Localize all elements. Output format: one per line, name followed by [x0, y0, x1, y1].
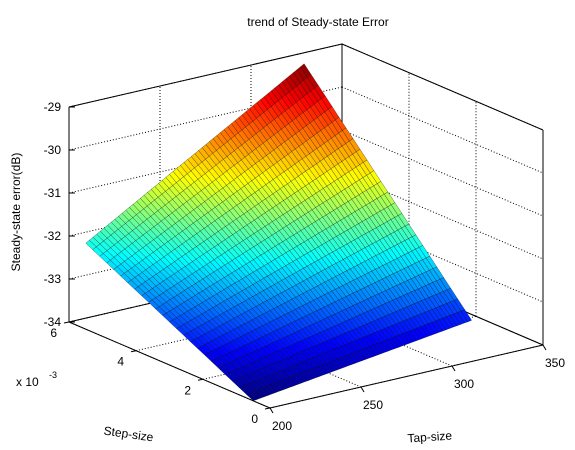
y-axis-label: Step-size	[103, 424, 155, 445]
x-tick	[269, 407, 274, 414]
y-tick-label: 2	[184, 383, 191, 397]
chart-title: trend of Steady-state Error	[247, 15, 388, 29]
surface-patch	[460, 309, 472, 323]
y-exponent-base: x 10	[16, 375, 39, 389]
y-exponent-power: -3	[49, 370, 57, 380]
y-tick	[130, 350, 137, 353]
y-axis-line	[68, 321, 271, 409]
x-tick	[360, 386, 365, 393]
x-axis-label: Tap-size	[407, 428, 453, 445]
x-tick-label: 300	[454, 377, 474, 391]
y-tick-label: 6	[50, 326, 57, 340]
z-axis-label: Steady-state error(dB)	[9, 153, 23, 272]
x-tick	[542, 344, 547, 351]
y-tick-label: 0	[251, 412, 258, 426]
surface-plot	[85, 63, 472, 402]
z-tick-label: -34	[44, 315, 62, 329]
y-tick	[264, 407, 271, 410]
tick-labels: 200 250 300 350 0 2 4 6-34 -33 -32 -31 -30 -29	[44, 100, 566, 433]
sidewall-grid-z	[341, 129, 544, 217]
floor-grid-x	[250, 279, 453, 367]
z-tick-label: -33	[44, 272, 62, 286]
x-tick-label: 250	[363, 398, 383, 412]
z-tick-label: -29	[44, 100, 62, 114]
x-tick	[451, 365, 456, 372]
y-tick-label: 4	[117, 355, 124, 369]
back-top-edge	[68, 43, 343, 108]
floor-grid-x	[341, 258, 544, 346]
z-tick-label: -30	[44, 143, 62, 157]
z-tick-label: -31	[44, 186, 62, 200]
x-tick-label: 200	[272, 419, 292, 433]
z-tick-label: -32	[44, 229, 62, 243]
y-tick	[63, 321, 70, 324]
sidewall-grid-z	[341, 86, 544, 174]
y-tick	[197, 378, 204, 381]
right-top-edge	[341, 43, 544, 131]
sidewall-grid-z	[341, 43, 544, 131]
x-tick-label: 350	[545, 356, 565, 370]
x-axis-line	[269, 344, 544, 409]
